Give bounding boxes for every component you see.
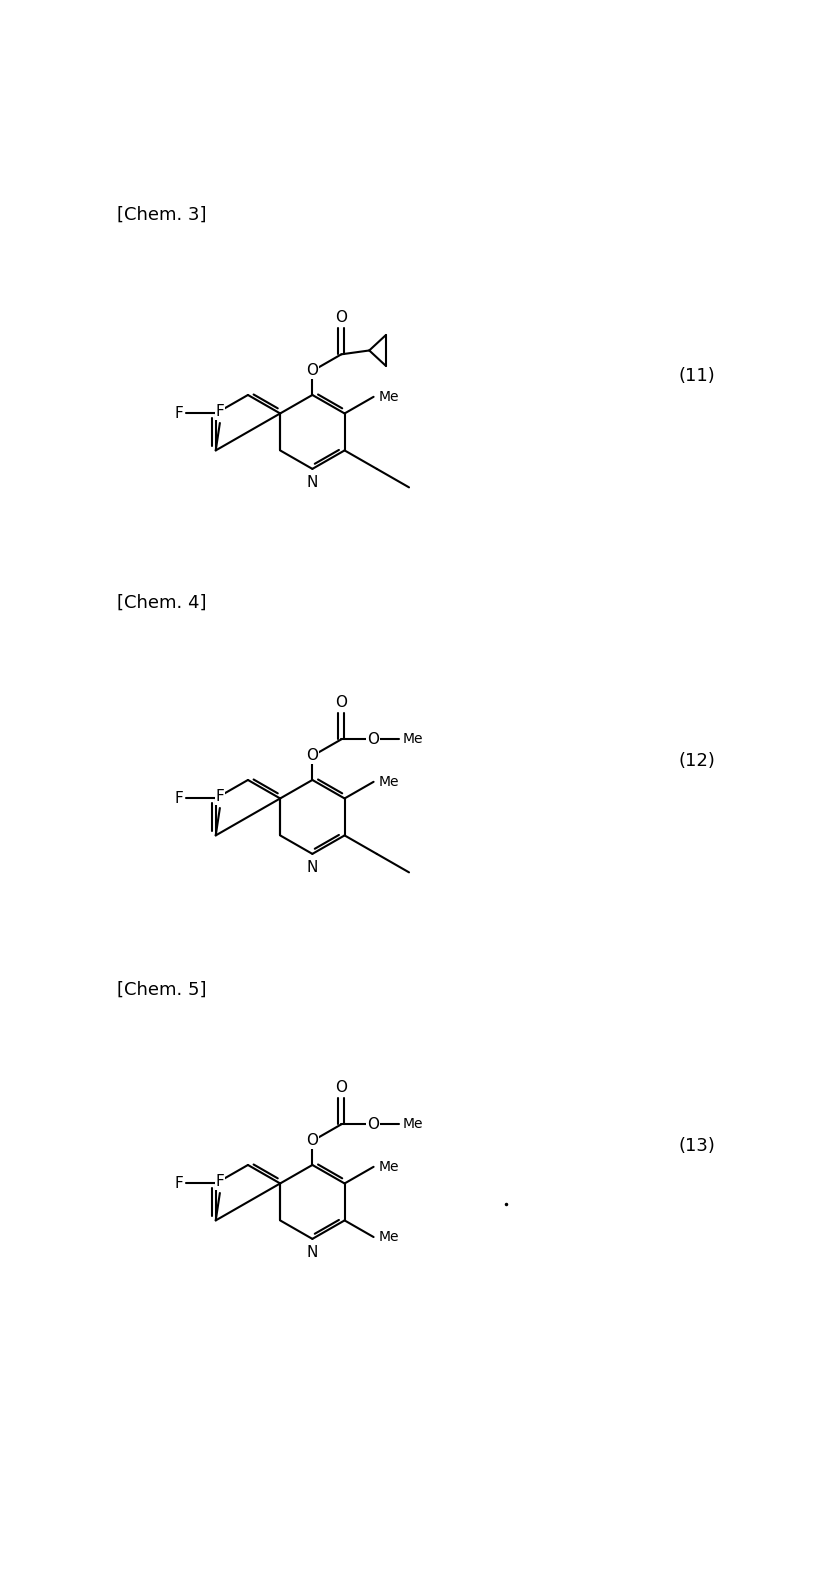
Text: (13): (13) bbox=[678, 1138, 715, 1155]
Text: O: O bbox=[306, 363, 318, 379]
Text: F: F bbox=[215, 789, 224, 803]
Text: O: O bbox=[306, 1133, 318, 1149]
Text: F: F bbox=[215, 1174, 224, 1188]
Text: Me: Me bbox=[378, 1230, 398, 1244]
Text: (12): (12) bbox=[678, 753, 715, 770]
Text: Me: Me bbox=[378, 775, 398, 789]
Text: Me: Me bbox=[402, 1117, 422, 1131]
Text: N: N bbox=[307, 861, 318, 875]
Text: (11): (11) bbox=[679, 368, 715, 385]
Text: O: O bbox=[336, 695, 347, 710]
Text: O: O bbox=[336, 1080, 347, 1095]
Text: O: O bbox=[367, 732, 379, 746]
Text: Me: Me bbox=[378, 1160, 398, 1174]
Text: [Chem. 3]: [Chem. 3] bbox=[117, 205, 206, 224]
Text: F: F bbox=[175, 791, 184, 807]
Text: Me: Me bbox=[402, 732, 422, 746]
Text: O: O bbox=[306, 748, 318, 764]
Text: O: O bbox=[367, 1117, 379, 1131]
Text: N: N bbox=[307, 1246, 318, 1260]
Text: N: N bbox=[307, 476, 318, 490]
Text: F: F bbox=[215, 404, 224, 418]
Text: F: F bbox=[175, 406, 184, 422]
Text: O: O bbox=[336, 310, 347, 326]
Text: [Chem. 5]: [Chem. 5] bbox=[117, 982, 206, 999]
Text: [Chem. 4]: [Chem. 4] bbox=[117, 593, 206, 611]
Text: Me: Me bbox=[378, 390, 398, 404]
Text: F: F bbox=[175, 1176, 184, 1192]
